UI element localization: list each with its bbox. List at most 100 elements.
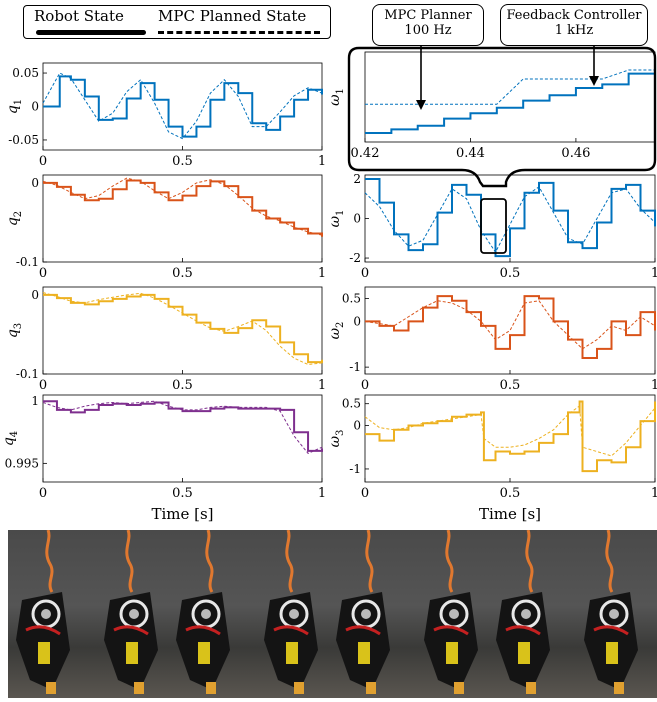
y-tick-label: 0 <box>31 288 39 302</box>
robot-body <box>176 592 230 690</box>
robot-frame <box>496 529 550 694</box>
robot-hub <box>129 609 139 619</box>
x-tick-label: 0.5 <box>172 378 193 393</box>
robot-body <box>336 592 390 690</box>
y-tick-label: 0.5 <box>342 291 361 305</box>
series-robot-state-line <box>365 64 656 134</box>
zoom-region-box <box>480 198 507 254</box>
chart-q2: 0 0.5 10-0.1q2 <box>5 174 326 281</box>
robot-battery <box>198 642 210 664</box>
series-robot-state-line <box>43 293 323 364</box>
robot-body <box>264 592 318 690</box>
series-mpc-planned-line <box>42 292 323 366</box>
robot-battery <box>286 642 298 664</box>
x-tick-label: 0.5 <box>172 266 193 281</box>
x-axis-label: Time [s] <box>151 505 213 523</box>
chart-q4: 0 0.5 1 1 0.995 q4 Time [s] <box>1 394 326 523</box>
series-mpc-planned-line <box>42 72 323 140</box>
x-tick-label: 0.42 <box>351 146 380 161</box>
robot-hub <box>361 609 371 619</box>
robot-battery <box>358 642 370 664</box>
robot-wire <box>505 625 541 636</box>
robot-body <box>584 592 638 690</box>
robot-wire <box>185 625 221 636</box>
robot-foot <box>134 682 144 694</box>
series-mpc-planned-line <box>364 404 656 457</box>
tether-rope <box>605 529 614 593</box>
chart-w1_zoom: 0.42 0.44 0.46 ω1 <box>327 51 656 161</box>
robot-battery <box>126 642 138 664</box>
robot-foot <box>46 682 56 694</box>
robot-frame <box>104 529 158 694</box>
x-tick-label: 1 <box>318 266 326 281</box>
robot-hub <box>609 609 619 619</box>
x-tick-label: 0.5 <box>500 378 521 393</box>
y-axis-label: ω1 <box>327 210 346 228</box>
y-tick-label: -0.1 <box>16 367 39 381</box>
x-tick-label: 1 <box>318 486 326 501</box>
x-tick-label: 0 <box>39 266 47 281</box>
robot-wire <box>25 625 61 636</box>
x-tick-label: 0 <box>39 378 47 393</box>
y-tick-label: 0 <box>31 176 39 190</box>
x-tick-label: 1 <box>318 154 326 169</box>
x-tick-label: 0.5 <box>500 486 521 501</box>
legend-robot-state-line <box>36 30 146 35</box>
y-tick-label: 0 <box>31 100 39 114</box>
robot-hub <box>521 609 531 619</box>
x-tick-label: 0.5 <box>500 266 521 281</box>
tether-rope <box>525 529 534 593</box>
chart-w1: 0 0.5 120-2ω1 <box>327 172 657 281</box>
robot-battery <box>606 642 618 664</box>
robot-photo-sequence <box>8 529 657 698</box>
legend: Robot State MPC Planned State <box>23 5 331 39</box>
y-tick-label: 0 <box>353 212 361 226</box>
robot-wire <box>433 625 469 636</box>
tether-rope <box>125 529 134 593</box>
y-axis-label: q3 <box>5 323 24 338</box>
feedback-controller-label: Feedback Controller <box>506 8 642 23</box>
y-axis-label: q4 <box>1 431 20 446</box>
robot-body <box>16 592 70 690</box>
robot-wire <box>345 625 381 636</box>
y-tick-label: 0 <box>353 418 361 432</box>
robot-battery <box>38 642 50 664</box>
feedback-controller-rate: 1 kHz <box>554 23 594 38</box>
robot-body <box>424 592 478 690</box>
robot-battery <box>446 642 458 664</box>
y-tick-label: 0.05 <box>12 66 39 80</box>
legend-mpc-planned-state-line <box>158 31 320 34</box>
y-tick-label: -0.1 <box>16 255 39 269</box>
robot-foot <box>366 682 376 694</box>
x-tick-label: 0.5 <box>172 486 193 501</box>
zoom-inset-outline <box>347 46 657 188</box>
robot-frame <box>336 529 390 694</box>
robot-body <box>104 592 158 690</box>
series-robot-state-line <box>365 295 656 359</box>
series-robot-state-line <box>43 179 323 237</box>
mpc-planner-callout: MPC Planner 100 Hz <box>372 4 484 46</box>
robot-foot <box>526 682 536 694</box>
x-tick-label: 0 <box>361 266 369 281</box>
axes-frame <box>364 394 656 483</box>
robot-foot <box>614 682 624 694</box>
series-mpc-planned-line <box>365 69 655 105</box>
chart-w2: 0 0.5 10.50-1ω2 <box>327 286 657 393</box>
robot-body <box>496 592 550 690</box>
tether-rope <box>365 529 374 593</box>
y-tick-label: 1 <box>31 394 39 408</box>
x-tick-label: 0.44 <box>456 146 485 161</box>
x-axis-label: Time [s] <box>479 505 541 523</box>
legend-mpc-planned-state-label: MPC Planned State <box>158 7 307 25</box>
robot-foot <box>454 682 464 694</box>
robot-hub <box>201 609 211 619</box>
y-tick-label: -2 <box>349 251 361 265</box>
series-robot-state-line <box>365 400 656 473</box>
robot-frame <box>264 529 318 694</box>
robot-frame <box>176 529 230 694</box>
x-tick-label: 0 <box>39 154 47 169</box>
x-tick-label: 1 <box>318 378 326 393</box>
